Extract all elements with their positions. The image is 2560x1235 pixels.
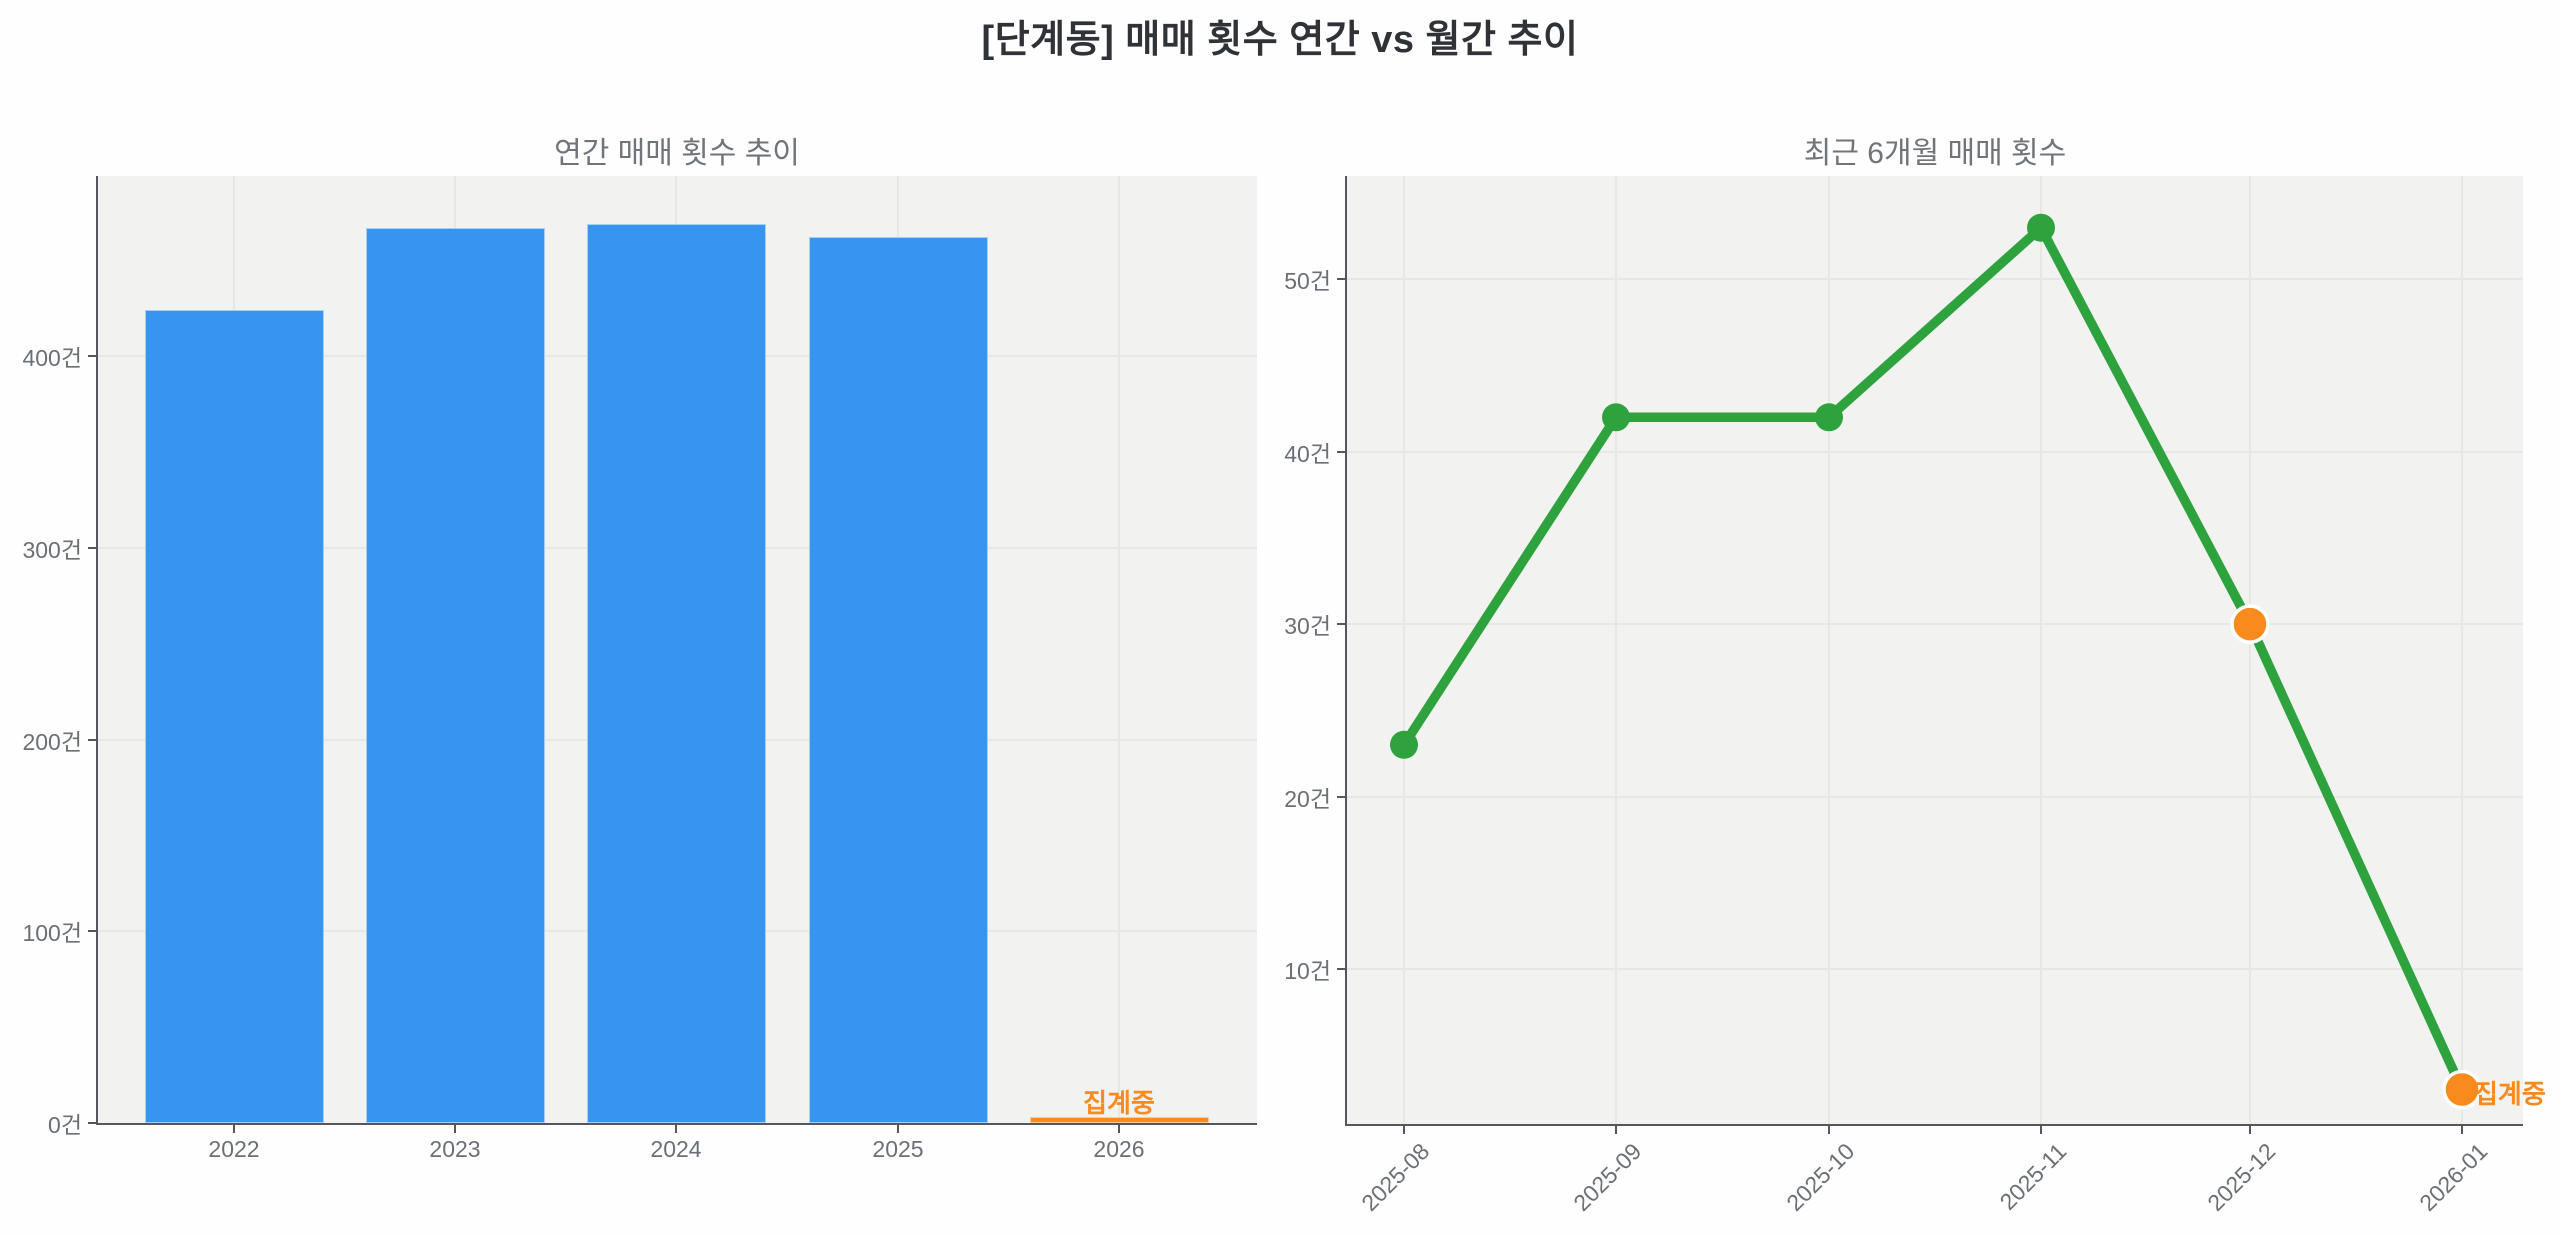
- x-tick-mark: [2461, 1126, 2463, 1134]
- y-tick-label: 200건: [22, 728, 82, 755]
- y-tick-mark: [88, 1122, 96, 1124]
- y-tick-mark: [88, 930, 96, 933]
- x-tick-label: 2023: [429, 1136, 481, 1162]
- h-gridline: [1347, 967, 2523, 970]
- x-tick-mark: [1403, 1126, 1405, 1134]
- v-gridline: [1615, 176, 1617, 1124]
- bar-2023: [365, 227, 545, 1123]
- x-tick-mark: [1615, 1126, 1617, 1134]
- y-tick-label: 400건: [22, 345, 82, 372]
- bar-2022: [144, 310, 324, 1123]
- y-tick-label: 50건: [1284, 268, 1331, 295]
- x-tick-label: 2024: [650, 1136, 702, 1162]
- page-title: [단계동] 매매 횟수 연간 vs 월간 추이: [981, 19, 1579, 61]
- y-tick-label: 40건: [1284, 440, 1331, 467]
- x-tick-label: 2025-08: [1356, 1138, 1435, 1217]
- data-point-2026-01: [2442, 1069, 2482, 1110]
- y-tick-mark: [1337, 795, 1345, 798]
- h-gridline: [1347, 623, 2523, 626]
- x-tick-label: 2025-09: [1568, 1138, 1647, 1217]
- v-gridline: [1118, 176, 1120, 1123]
- data-point-2025-09: [1602, 403, 1630, 432]
- y-axis-spine: [96, 176, 98, 1125]
- v-gridline: [2461, 176, 2463, 1124]
- bar-2025: [808, 237, 988, 1123]
- x-tick-label: 2025-12: [2202, 1138, 2281, 1217]
- x-tick-mark: [675, 1125, 677, 1133]
- x-tick-mark: [1118, 1125, 1120, 1133]
- x-tick-label: 2022: [208, 1136, 260, 1162]
- x-tick-label: 2025: [872, 1136, 924, 1162]
- aggregating-label: 집계중: [1083, 1088, 1155, 1119]
- y-tick-mark: [1337, 278, 1345, 281]
- y-tick-label: 20건: [1284, 785, 1331, 812]
- v-gridline: [1828, 176, 1830, 1124]
- x-tick-label: 2025-11: [1994, 1138, 2072, 1215]
- y-axis-spine: [1345, 176, 1347, 1126]
- x-tick-mark: [233, 1125, 235, 1133]
- aggregating-label: 집계중: [2474, 1078, 2546, 1109]
- x-tick-mark: [2040, 1126, 2042, 1134]
- x-axis-spine: [96, 1123, 1257, 1125]
- monthly-plot-area: [1347, 176, 2523, 1124]
- data-point-2025-11: [2027, 213, 2055, 242]
- h-gridline: [1347, 278, 2523, 281]
- data-point-2025-10: [1815, 403, 1843, 432]
- v-gridline: [1403, 176, 1405, 1124]
- x-tick-mark: [2249, 1126, 2251, 1134]
- y-tick-mark: [88, 355, 96, 358]
- y-tick-label: 0건: [48, 1112, 82, 1138]
- x-tick-mark: [454, 1125, 456, 1133]
- y-tick-mark: [88, 546, 96, 549]
- v-gridline: [2040, 176, 2042, 1124]
- data-point-2025-08: [1390, 730, 1418, 759]
- x-tick-mark: [897, 1125, 899, 1133]
- y-tick-label: 10건: [1284, 957, 1331, 984]
- bar-2024: [586, 223, 766, 1123]
- y-tick-mark: [1337, 623, 1345, 626]
- x-tick-label: 2025-10: [1781, 1138, 1860, 1217]
- y-tick-label: 30건: [1284, 613, 1331, 640]
- data-point-2025-12: [2230, 604, 2270, 644]
- trend-line-plot: [1390, 213, 2482, 1110]
- monthly-chart-title: 최근 6개월 매매 횟수: [1803, 137, 2067, 170]
- h-gridline: [1347, 450, 2523, 453]
- x-tick-label: 2026-01: [2414, 1138, 2493, 1217]
- x-tick-label: 2026: [1093, 1136, 1145, 1162]
- x-axis-spine: [1345, 1124, 2523, 1126]
- y-tick-mark: [88, 738, 96, 741]
- bar-2026: [1029, 1117, 1209, 1123]
- y-tick-mark: [1337, 967, 1345, 970]
- y-tick-label: 100건: [22, 920, 82, 947]
- x-tick-mark: [1828, 1126, 1830, 1134]
- v-gridline: [2249, 176, 2251, 1124]
- y-tick-label: 300건: [22, 536, 82, 563]
- trend-line: [1399, 222, 2467, 1095]
- y-tick-mark: [1337, 450, 1345, 453]
- annual-chart-title: 연간 매매 횟수 추이: [554, 137, 800, 170]
- h-gridline: [1347, 795, 2523, 798]
